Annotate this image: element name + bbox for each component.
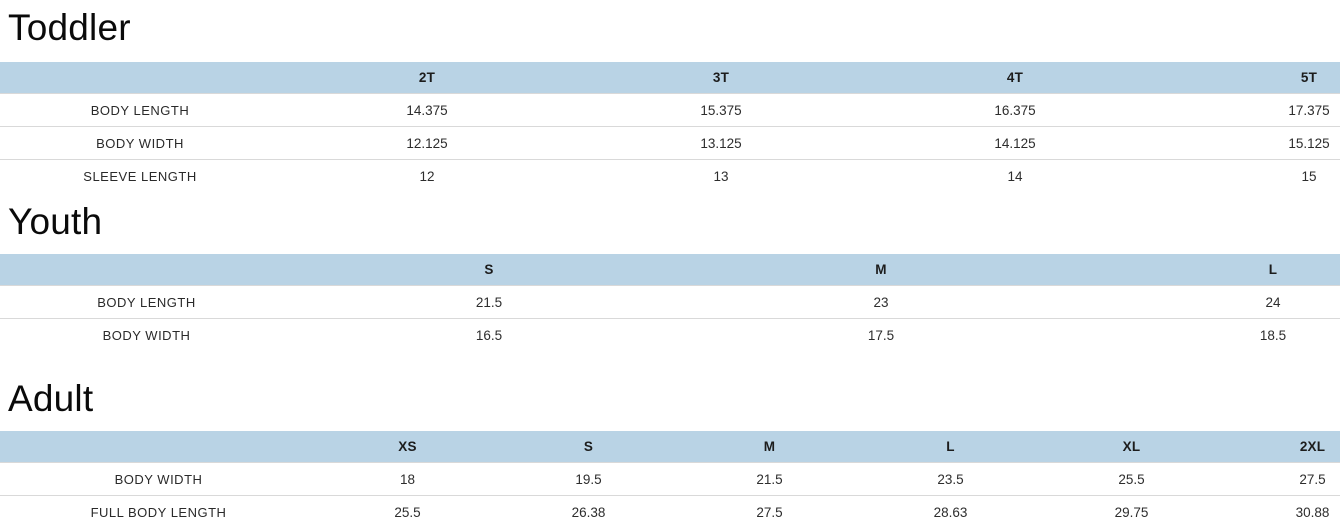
measurement-value: 28.63 [860,495,1041,528]
section-title: Toddler [8,7,131,48]
size-column-header: M [685,254,1077,286]
measurement-label: FULL BODY LENGTH [0,495,317,528]
size-table-container: S M L BODY LENGTH 21.5 23 24 BODY WIDTH 16.5 17.5… [0,254,1340,351]
measurement-row: BODY WIDTH 18 19.5 21.5 23.5 25.5 27.5 [0,462,1340,496]
measurement-label: BODY LENGTH [0,93,280,127]
measurement-value: 12 [280,159,574,192]
size-section: Adult XS S M L XL 2XL BODY WIDTH 18 19.5 21.5 23.5 2… [0,379,1340,528]
size-column-header: S [498,431,679,463]
measurement-value: 23.5 [860,462,1041,496]
measurement-label: BODY WIDTH [0,318,293,351]
size-column-header: 4T [868,62,1162,94]
size-chart-page: Toddler 2T 3T 4T 5T BODY LENGTH 14.375 15.375 16… [0,8,1340,528]
measurement-value: 16.5 [293,318,685,351]
measurement-value: 14 [868,159,1162,192]
size-column-header: 3T [574,62,868,94]
measurement-value: 14.375 [280,93,574,127]
measurement-value: 30.88 [1222,495,1340,528]
measurement-value: 17.375 [1162,93,1340,127]
measurement-value: 13.125 [574,126,868,160]
size-column-header: 5T [1162,62,1340,94]
size-table-container: 2T 3T 4T 5T BODY LENGTH 14.375 15.375 16.375 17.… [0,62,1340,192]
measurement-value: 15.375 [574,93,868,127]
measurement-value: 25.5 [317,495,498,528]
measurement-value: 19.5 [498,462,679,496]
size-table-header-row: 2T 3T 4T 5T [0,62,1340,94]
header-corner-cell [0,62,280,94]
header-corner-cell [0,431,317,463]
measurement-value: 27.5 [679,495,860,528]
size-column-header: XS [317,431,498,463]
header-corner-cell [0,254,293,286]
measurement-value: 15.125 [1162,126,1340,160]
size-section: Toddler 2T 3T 4T 5T BODY LENGTH 14.375 15.375 16… [0,8,1340,192]
measurement-value: 29.75 [1041,495,1222,528]
size-column-header: M [679,431,860,463]
measurement-label: BODY WIDTH [0,126,280,160]
size-table-container: XS S M L XL 2XL BODY WIDTH 18 19.5 21.5 23.5 25.5 27… [0,431,1340,528]
measurement-label: SLEEVE LENGTH [0,159,280,192]
measurement-value: 16.375 [868,93,1162,127]
measurement-row: FULL BODY LENGTH 25.5 26.38 27.5 28.63 29.75 3… [0,495,1340,528]
measurement-row: BODY LENGTH 21.5 23 24 [0,285,1340,319]
measurement-value: 21.5 [293,285,685,319]
size-column-header: L [1077,254,1340,286]
measurement-label: BODY LENGTH [0,285,293,319]
section-title: Youth [8,201,103,242]
measurement-row: SLEEVE LENGTH 12 13 14 15 [0,159,1340,192]
measurement-value: 24 [1077,285,1340,319]
size-table: 2T 3T 4T 5T BODY LENGTH 14.375 15.375 16.375 17.… [0,62,1340,192]
measurement-value: 15 [1162,159,1340,192]
size-column-header: XL [1041,431,1222,463]
measurement-row: BODY WIDTH 12.125 13.125 14.125 15.125 [0,126,1340,160]
measurement-row: BODY WIDTH 16.5 17.5 18.5 [0,318,1340,351]
measurement-value: 17.5 [685,318,1077,351]
size-column-header: S [293,254,685,286]
measurement-value: 21.5 [679,462,860,496]
measurement-value: 14.125 [868,126,1162,160]
measurement-value: 23 [685,285,1077,319]
measurement-value: 25.5 [1041,462,1222,496]
size-column-header: L [860,431,1041,463]
size-section: Youth S M L BODY LENGTH 21.5 23 24 BODY WIDTH 16.… [0,202,1340,351]
section-title: Adult [8,378,94,419]
size-table-header-row: XS S M L XL 2XL [0,431,1340,463]
measurement-value: 12.125 [280,126,574,160]
measurement-row: BODY LENGTH 14.375 15.375 16.375 17.375 [0,93,1340,127]
measurement-value: 26.38 [498,495,679,528]
measurement-label: BODY WIDTH [0,462,317,496]
measurement-value: 18.5 [1077,318,1340,351]
size-column-header: 2T [280,62,574,94]
size-table: S M L BODY LENGTH 21.5 23 24 BODY WIDTH 16.5 17.5… [0,254,1340,351]
size-column-header: 2XL [1222,431,1340,463]
measurement-value: 18 [317,462,498,496]
measurement-value: 13 [574,159,868,192]
measurement-value: 27.5 [1222,462,1340,496]
size-table: XS S M L XL 2XL BODY WIDTH 18 19.5 21.5 23.5 25.5 27… [0,431,1340,528]
